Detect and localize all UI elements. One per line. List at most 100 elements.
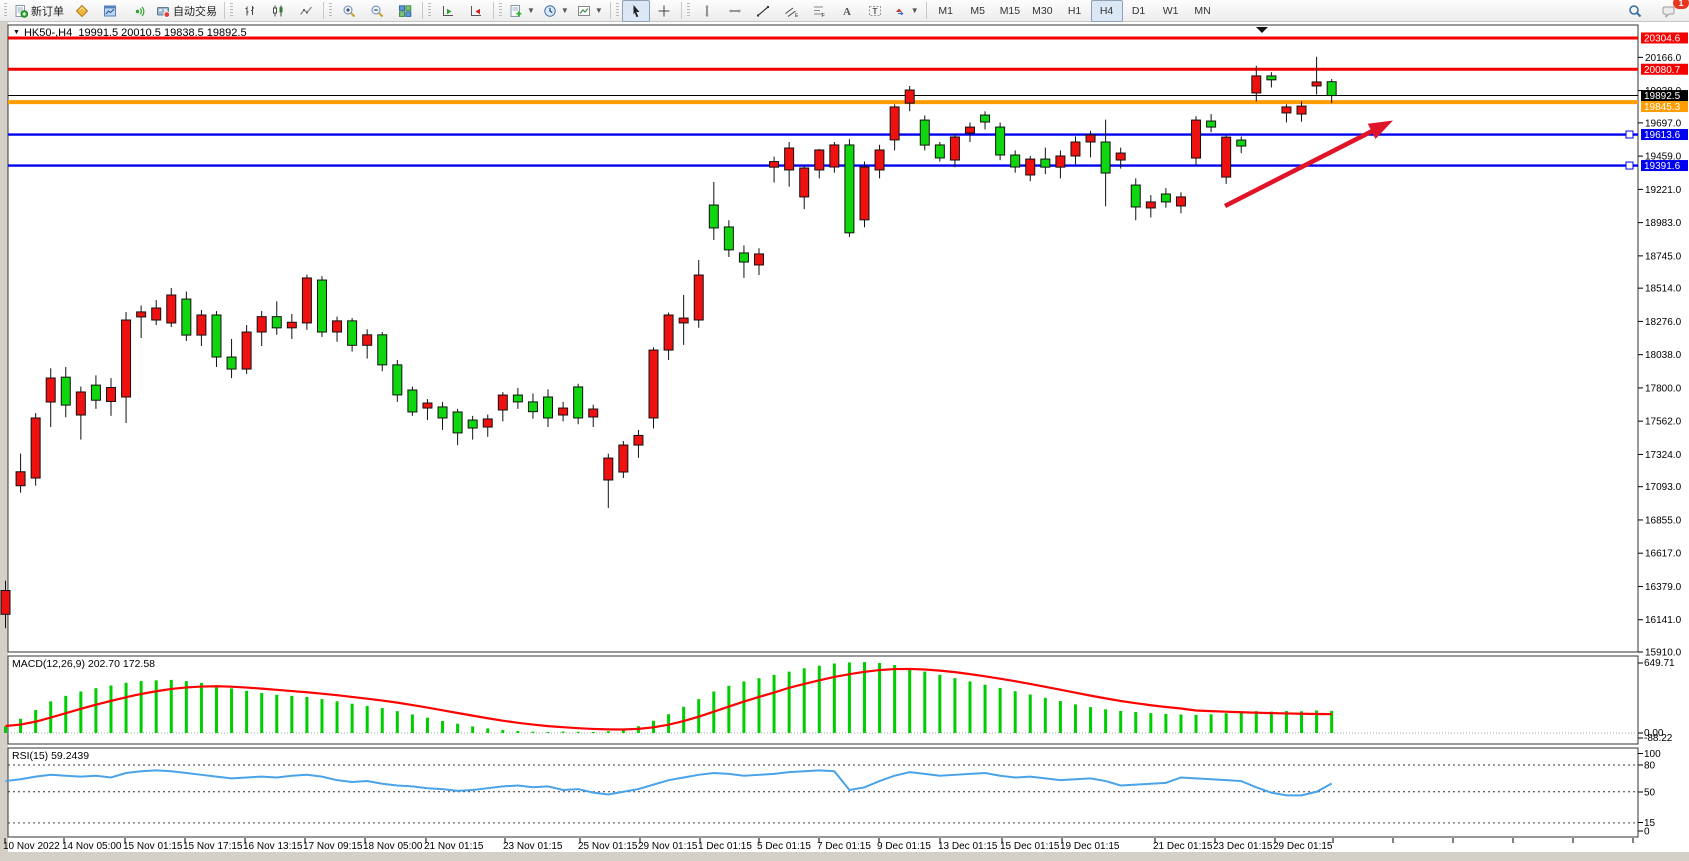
macd-pane[interactable] [7,655,1639,745]
timeframe-m30-button[interactable]: M30 [1032,4,1053,17]
candlestick[interactable] [392,364,403,396]
candlestick[interactable] [30,417,41,479]
candlestick[interactable] [723,226,734,251]
tile-windows-button[interactable] [391,0,419,22]
timeframe-h1-button[interactable]: H1 [1067,4,1082,17]
candlestick[interactable] [738,252,749,263]
candlestick[interactable] [814,149,825,171]
candlestick[interactable] [241,331,252,370]
zoom-in-button[interactable] [335,0,363,22]
candlestick[interactable] [1311,81,1322,87]
timeframe-h4-button[interactable]: H4 [1090,0,1123,22]
fibonacci-button[interactable]: F [805,0,833,22]
candlestick[interactable] [482,418,493,428]
candlestick-button[interactable] [264,0,292,22]
candlestick[interactable] [75,391,86,416]
candlestick[interactable] [196,314,207,336]
candlestick[interactable] [618,444,629,473]
candlestick[interactable] [211,314,222,358]
candlestick[interactable] [286,321,297,329]
candlestick[interactable] [301,277,312,324]
candlestick[interactable] [527,401,538,413]
candlestick[interactable] [874,149,885,171]
channel-button[interactable]: E [777,0,805,22]
auto-scroll-button[interactable] [434,0,462,22]
candlestick[interactable] [799,167,810,198]
autotrade-button[interactable]: 自动交易 [152,0,221,22]
candlestick[interactable] [467,419,478,429]
candlestick[interactable] [1115,152,1126,161]
label-button[interactable]: T [861,0,889,22]
bar-chart-button[interactable] [236,0,264,22]
candlestick[interactable] [708,204,719,229]
candlestick[interactable] [889,106,900,141]
candlestick[interactable] [678,317,689,324]
line-handle[interactable] [1625,130,1634,139]
candlestick[interactable] [1025,158,1036,176]
candlestick[interactable] [919,119,930,146]
candlestick[interactable] [377,334,388,366]
candlestick[interactable] [347,320,358,346]
candlestick[interactable] [136,311,147,318]
candlestick[interactable] [0,590,11,615]
candlestick[interactable] [1085,134,1096,143]
periods-button[interactable]: ▼ [539,0,573,22]
rsi-pane[interactable] [7,747,1639,838]
candlestick[interactable] [181,298,192,336]
cursor-button[interactable] [621,0,650,22]
candlestick[interactable] [829,144,840,168]
candlestick[interactable] [1145,201,1156,209]
candlestick[interactable] [437,406,448,419]
candlestick[interactable] [1281,106,1292,114]
timeframe-m1-button[interactable]: M1 [938,4,953,17]
candlestick[interactable] [362,334,373,346]
candlestick[interactable] [1175,196,1186,207]
candlestick[interactable] [904,89,915,104]
candlestick[interactable] [1055,155,1066,168]
candlestick[interactable] [60,376,71,406]
candlestick[interactable] [844,144,855,234]
hline-button[interactable] [721,0,749,22]
candlestick[interactable] [648,349,659,419]
signal-button[interactable] [124,0,152,22]
trend-arrow-line[interactable] [1223,126,1379,209]
candlestick[interactable] [769,161,780,168]
candlestick[interactable] [226,356,237,370]
indicators-button[interactable]: ▼ [505,0,539,22]
candlestick[interactable] [588,408,599,418]
trend-arrow-head[interactable] [1367,120,1393,139]
candlestick[interactable] [543,396,554,419]
candlestick[interactable] [754,253,764,266]
chat-button[interactable]: 1 [1655,0,1689,22]
candlestick[interactable] [663,314,674,351]
chart-shift-button[interactable] [462,0,490,22]
candlestick[interactable] [693,274,704,321]
chart-shift-marker[interactable] [1256,27,1268,33]
candlestick[interactable] [980,114,991,123]
text-button[interactable]: A [833,0,861,22]
candlestick[interactable] [1266,75,1277,81]
candlestick[interactable] [1206,120,1217,128]
candlestick[interactable] [1326,81,1337,97]
candlestick[interactable] [949,136,960,161]
candlestick[interactable] [422,402,433,409]
vline-button[interactable] [693,0,721,22]
timeframe-d1-button[interactable]: D1 [1131,4,1146,17]
candlestick[interactable] [166,294,177,324]
candlestick[interactable] [1130,184,1141,208]
search-button[interactable] [1621,0,1649,22]
candlestick[interactable] [558,407,569,416]
candlestick[interactable] [603,457,614,481]
main-chart-pane[interactable] [7,24,1639,653]
timeframe-mn-button[interactable]: MN [1194,4,1211,17]
candlestick[interactable] [151,307,162,321]
candlestick[interactable] [256,316,267,333]
candlestick[interactable] [1010,154,1021,168]
candlestick[interactable] [1251,75,1262,94]
candlestick[interactable] [512,394,523,403]
candlestick[interactable] [934,144,945,159]
candlestick[interactable] [121,319,132,398]
candlestick[interactable] [15,471,26,487]
new-order-button[interactable]: 新订单 [10,0,68,22]
